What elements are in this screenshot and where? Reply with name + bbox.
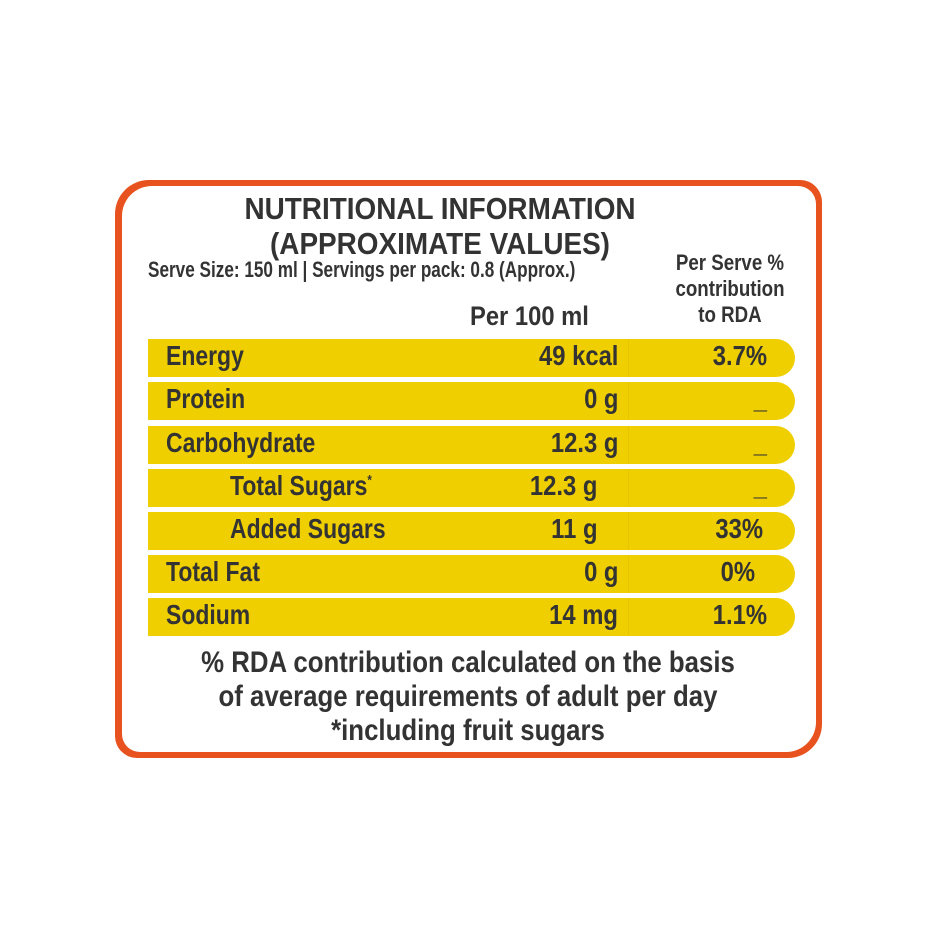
nutrient-value: 12.3 g: [529, 470, 597, 501]
column-divider: [628, 598, 629, 636]
serve-size-info: Serve Size: 150 ml | Servings per pack: …: [148, 257, 576, 282]
nutrient-value: 0 g: [583, 383, 618, 414]
nutrient-rda: 0%: [720, 556, 755, 587]
nutrient-name: Sodium: [166, 599, 251, 630]
footnote-rda-cont: of average requirements of adult per day: [218, 680, 718, 713]
nutrient-name: Energy: [166, 340, 244, 371]
column-divider: [628, 469, 629, 507]
column-divider: [628, 339, 629, 377]
column-header-rda: Per Serve % contribution to RDA: [675, 250, 785, 327]
nutrient-row-carbohydrate: Carbohydrate 12.3 g _: [148, 426, 795, 464]
nutrient-row-sodium: Sodium 14 mg 1.1%: [148, 598, 795, 636]
nutrient-value: 49 kcal: [538, 340, 618, 371]
nutrient-value: 11 g: [550, 513, 597, 544]
nutrient-value: 0 g: [583, 556, 618, 587]
nutrient-rda: _: [753, 470, 767, 501]
nutrient-rda: 3.7%: [712, 340, 767, 371]
nutrient-row-energy: Energy 49 kcal 3.7%: [148, 339, 795, 377]
nutrient-row-total-sugars: Total Sugars* 12.3 g _: [148, 469, 795, 507]
column-divider: [628, 555, 629, 593]
nutrient-name: Carbohydrate: [166, 427, 316, 458]
nutrient-rda: 33%: [715, 513, 763, 544]
nutrient-rda: _: [753, 427, 767, 458]
nutrient-row-added-sugars: Added Sugars 11 g 33%: [148, 512, 795, 550]
nutrient-name: Total Fat: [166, 556, 260, 587]
nutrient-row-protein: Protein 0 g _: [148, 382, 795, 420]
footnote-rda: % RDA contribution calculated on the bas…: [201, 646, 735, 679]
column-divider: [628, 426, 629, 464]
nutrient-value: 12.3 g: [550, 427, 618, 458]
nutrient-rda: 1.1%: [712, 599, 767, 630]
column-divider: [628, 382, 629, 420]
title: NUTRITIONAL INFORMATION: [244, 191, 636, 226]
nutrient-row-total-fat: Total Fat 0 g 0%: [148, 555, 795, 593]
subtitle: (APPROXIMATE VALUES): [269, 226, 610, 261]
nutrient-name: Added Sugars: [230, 513, 386, 544]
column-divider: [628, 512, 629, 550]
column-header-per-100ml: Per 100 ml: [470, 301, 589, 331]
footnote-fruit-sugars: *including fruit sugars: [331, 714, 605, 747]
asterisk: *: [367, 471, 372, 488]
nutrient-name: Protein: [166, 383, 246, 414]
nutrient-value: 14 mg: [549, 599, 618, 630]
nutrient-rda: _: [753, 383, 767, 414]
nutrient-name: Total Sugars*: [230, 470, 372, 501]
